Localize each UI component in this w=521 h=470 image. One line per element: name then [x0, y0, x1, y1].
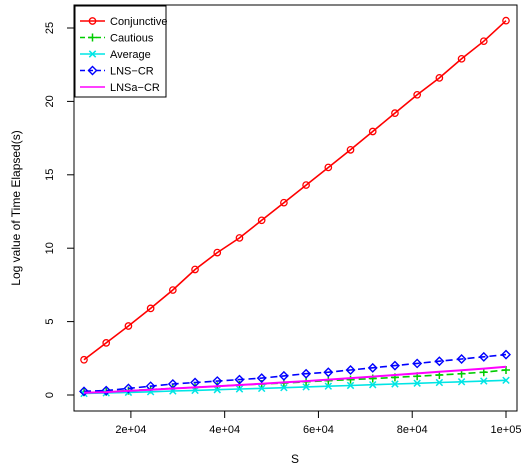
y-tick-label: 15 — [44, 169, 56, 181]
legend-label: Conjunctive — [110, 16, 167, 28]
data-point — [345, 365, 356, 376]
x-tick-label: 1e+05 — [491, 424, 521, 436]
series-line — [83, 20, 507, 361]
y-tick-label: 20 — [44, 95, 56, 107]
data-point — [501, 349, 511, 360]
legend-item-lnsa-cr: LNSa−CR — [80, 82, 160, 94]
legend-swatch-marker — [87, 65, 98, 76]
y-tick-label: 10 — [44, 242, 56, 254]
data-point — [124, 322, 133, 330]
data-point — [435, 378, 444, 387]
x-tick-label: 6e+04 — [303, 424, 334, 436]
data-point — [302, 181, 310, 189]
data-point — [368, 127, 377, 136]
legend-label: Average — [110, 49, 151, 61]
series-lnsa-cr — [83, 365, 507, 394]
data-point — [457, 54, 466, 63]
y-axis: 0 5 10 15 20 25 — [44, 22, 74, 398]
legend-label: Cautious — [110, 33, 154, 45]
legend-label: LNSa−CR — [110, 82, 160, 94]
x-tick-label: 2e+04 — [115, 424, 146, 436]
y-tick-label: 25 — [44, 22, 56, 34]
legend-item-conjunctive: Conjunctive — [80, 16, 167, 28]
series-line — [83, 379, 507, 395]
x-axis: 2e+04 4e+04 6e+04 8e+04 1e+05 — [115, 411, 521, 436]
data-point — [301, 368, 312, 379]
data-point — [502, 16, 510, 25]
series-conjunctive — [80, 16, 510, 364]
legend-item-cautious: Cautious — [80, 33, 154, 45]
x-axis-title: S — [291, 452, 299, 466]
legend-swatch-marker — [88, 50, 97, 58]
data-point — [257, 216, 266, 225]
data-point — [80, 355, 88, 364]
data-point — [280, 383, 288, 392]
series-line — [83, 365, 507, 394]
data-point — [257, 384, 266, 393]
data-point — [79, 386, 89, 397]
data-point — [102, 339, 111, 347]
series-lns-cr — [79, 349, 511, 397]
data-point — [123, 383, 134, 394]
data-point — [434, 356, 445, 367]
data-point — [479, 37, 488, 46]
data-point — [323, 367, 334, 378]
legend-swatch-marker — [88, 33, 97, 42]
data-point — [324, 382, 333, 390]
legend: Conjunctive Cautious Average LNS−CR LNSa−CR — [74, 5, 167, 98]
y-axis-title: Log value of Time Elapsed(s) — [9, 130, 23, 285]
data-point — [391, 109, 399, 117]
x-tick-label: 4e+04 — [209, 424, 240, 436]
data-point — [346, 375, 355, 384]
data-point — [278, 370, 289, 381]
series-layer — [79, 16, 511, 398]
data-point — [391, 380, 399, 388]
legend-item-average: Average — [80, 49, 151, 61]
y-tick-label: 0 — [44, 392, 56, 398]
data-point — [367, 362, 378, 373]
plot-frame — [73, 4, 518, 412]
data-point — [480, 377, 488, 385]
data-point — [478, 351, 489, 362]
data-point — [389, 360, 400, 371]
data-point — [213, 385, 221, 394]
data-point — [234, 374, 245, 385]
y-tick-label: 5 — [44, 319, 56, 325]
data-point — [324, 163, 333, 172]
data-point — [146, 304, 155, 313]
data-point — [302, 383, 310, 391]
data-point — [191, 265, 199, 274]
data-point — [346, 381, 355, 390]
data-point — [213, 248, 222, 257]
data-point — [235, 385, 244, 393]
data-point — [413, 379, 421, 387]
data-point — [280, 198, 288, 207]
data-point — [212, 376, 223, 387]
data-point — [235, 234, 244, 242]
data-point — [456, 354, 467, 365]
x-tick-label: 8e+04 — [397, 424, 428, 436]
data-point — [413, 90, 422, 99]
data-point — [412, 358, 423, 369]
data-point — [168, 286, 177, 294]
data-point — [256, 373, 267, 384]
data-point — [346, 145, 355, 154]
data-point — [502, 376, 510, 385]
legend-swatch-marker — [88, 17, 97, 25]
data-point — [457, 378, 466, 386]
legend-item-lns-cr: LNS−CR — [80, 66, 154, 78]
data-point — [435, 74, 444, 82]
legend-label: LNS−CR — [110, 66, 154, 78]
data-point — [369, 380, 377, 389]
data-point — [101, 385, 112, 396]
